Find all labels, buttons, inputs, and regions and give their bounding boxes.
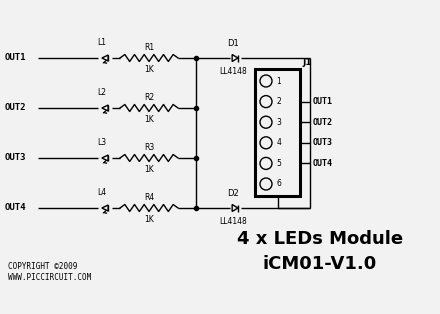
Text: LL4148: LL4148 <box>219 217 247 226</box>
Text: L1: L1 <box>98 38 106 47</box>
Text: D2: D2 <box>227 189 239 198</box>
Text: OUT3: OUT3 <box>313 138 333 147</box>
Text: R2: R2 <box>144 93 154 102</box>
Text: 1K: 1K <box>144 165 154 174</box>
Text: OUT1: OUT1 <box>5 53 26 62</box>
Bar <box>255 69 300 196</box>
Text: 1K: 1K <box>144 115 154 124</box>
Text: OUT4: OUT4 <box>5 203 26 213</box>
Text: 1: 1 <box>277 77 281 85</box>
Text: 6: 6 <box>277 180 282 188</box>
Text: OUT4: OUT4 <box>313 159 333 168</box>
Text: 3: 3 <box>277 118 282 127</box>
Text: OUT2: OUT2 <box>313 118 333 127</box>
Text: 1K: 1K <box>144 65 154 74</box>
Text: L2: L2 <box>98 88 106 97</box>
Text: L4: L4 <box>97 188 106 197</box>
Text: 4 x LEDs Module: 4 x LEDs Module <box>237 230 403 248</box>
Text: J1: J1 <box>302 58 312 67</box>
Text: R4: R4 <box>144 193 154 202</box>
Text: 2: 2 <box>277 97 281 106</box>
Text: L3: L3 <box>97 138 106 147</box>
Text: LL4148: LL4148 <box>219 67 247 76</box>
Text: D1: D1 <box>227 39 239 48</box>
Text: COPYRIGHT ©2009
WWW.PICCIRCUIT.COM: COPYRIGHT ©2009 WWW.PICCIRCUIT.COM <box>8 262 91 282</box>
Text: OUT3: OUT3 <box>5 154 26 163</box>
Text: iCM01-V1.0: iCM01-V1.0 <box>263 255 377 273</box>
Text: 4: 4 <box>277 138 282 147</box>
Text: OUT2: OUT2 <box>5 104 26 112</box>
Text: 1K: 1K <box>144 215 154 224</box>
Text: 5: 5 <box>277 159 282 168</box>
Text: R3: R3 <box>144 143 154 152</box>
Text: R1: R1 <box>144 43 154 52</box>
Text: OUT1: OUT1 <box>313 97 333 106</box>
